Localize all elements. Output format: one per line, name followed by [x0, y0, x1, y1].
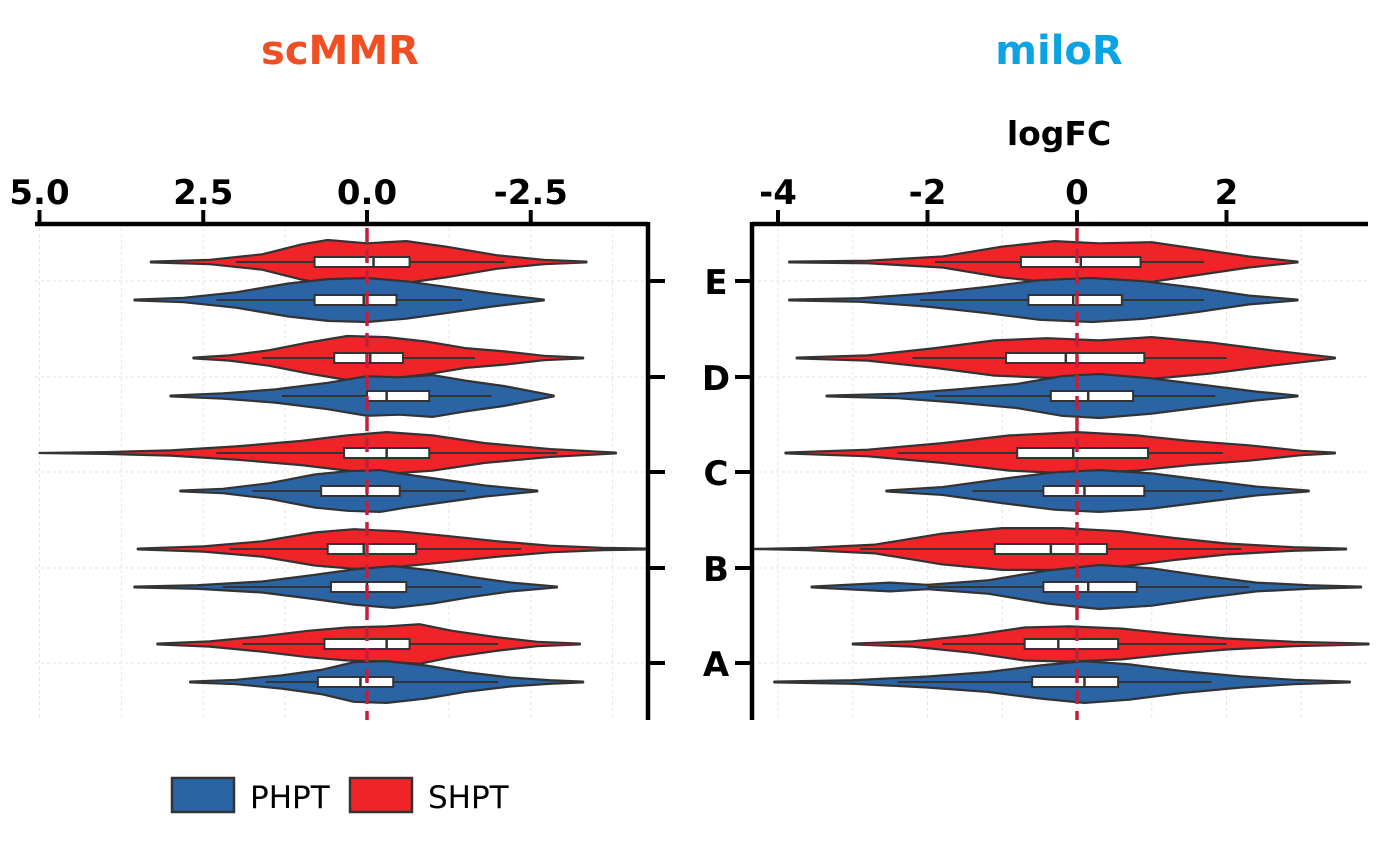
violin-shpt-c — [38, 431, 617, 475]
violin-box — [1042, 485, 1146, 497]
milor-axes: -4 -2 0 2 — [735, 173, 1368, 720]
category-label-e: E — [704, 263, 727, 303]
violin-phpt-e — [788, 276, 1299, 324]
milor-panel-title: miloR — [995, 28, 1122, 74]
violin-phpt-a — [773, 660, 1351, 704]
scmmr-axes: 5.0 2.5 0.0 -2.5 — [9, 173, 665, 720]
legend-swatch-phpt — [170, 776, 236, 814]
panel-milor: miloR logFC -4 -2 0 2 — [735, 28, 1370, 720]
violin-shpt-a — [851, 625, 1370, 663]
panel-scmmr: scMMR 5.0 2.5 0.0 -2.5 — [9, 28, 665, 720]
category-label-a: A — [703, 645, 730, 685]
violin-box — [1042, 581, 1138, 593]
category-labels: A B C D E — [702, 263, 730, 685]
violin-phpt-c — [885, 469, 1310, 513]
x-tick-label: 2 — [1215, 173, 1239, 213]
violin-shpt-d — [192, 334, 585, 382]
legend-swatch-shpt — [348, 776, 414, 814]
category-label-b: B — [703, 550, 729, 590]
violin-box — [1049, 390, 1135, 402]
x-tick-label: 5.0 — [9, 173, 69, 213]
scmmr-violins — [38, 228, 650, 720]
violin-shpt-d — [795, 336, 1336, 380]
violin-shpt-b — [750, 527, 1348, 571]
violin-box — [1004, 352, 1146, 364]
milor-x-axis-label: logFC — [1007, 114, 1111, 153]
x-tick-label: 2.5 — [173, 173, 233, 213]
x-tick-label: 0.0 — [337, 173, 397, 213]
violin-shpt-b — [136, 528, 650, 570]
violin-box — [313, 294, 398, 306]
violin-box — [1023, 638, 1120, 650]
milor-violins — [750, 228, 1370, 720]
violin-phpt-d — [169, 374, 555, 418]
violin-phpt-a — [189, 660, 585, 704]
legend-label-shpt: SHPT — [428, 780, 510, 816]
violin-phpt-d — [825, 372, 1299, 420]
x-tick-label: -4 — [759, 173, 797, 213]
category-label-c: C — [704, 454, 729, 494]
legend: PHPT SHPT — [170, 776, 510, 816]
violin-phpt-c — [179, 469, 539, 513]
violin-phpt-b — [810, 563, 1363, 611]
scmmr-panel-title: scMMR — [261, 28, 419, 74]
violin-box — [1027, 294, 1123, 306]
x-tick-label: -2.5 — [494, 173, 568, 213]
violin-phpt-b — [133, 565, 559, 609]
legend-label-phpt: PHPT — [250, 780, 331, 816]
violin-shpt-c — [784, 431, 1336, 475]
violin-box — [320, 485, 401, 497]
violin-shpt-e — [788, 240, 1299, 284]
x-tick-label: 0 — [1065, 173, 1089, 213]
violin-box — [1016, 447, 1150, 459]
violin-box — [1031, 676, 1120, 688]
violin-box — [366, 390, 431, 402]
violin-box — [316, 676, 395, 688]
violin-box — [326, 543, 418, 555]
x-tick-label: -2 — [909, 173, 947, 213]
violin-box — [313, 256, 411, 268]
violin-phpt-e — [133, 276, 545, 324]
category-label-d: D — [702, 359, 730, 399]
